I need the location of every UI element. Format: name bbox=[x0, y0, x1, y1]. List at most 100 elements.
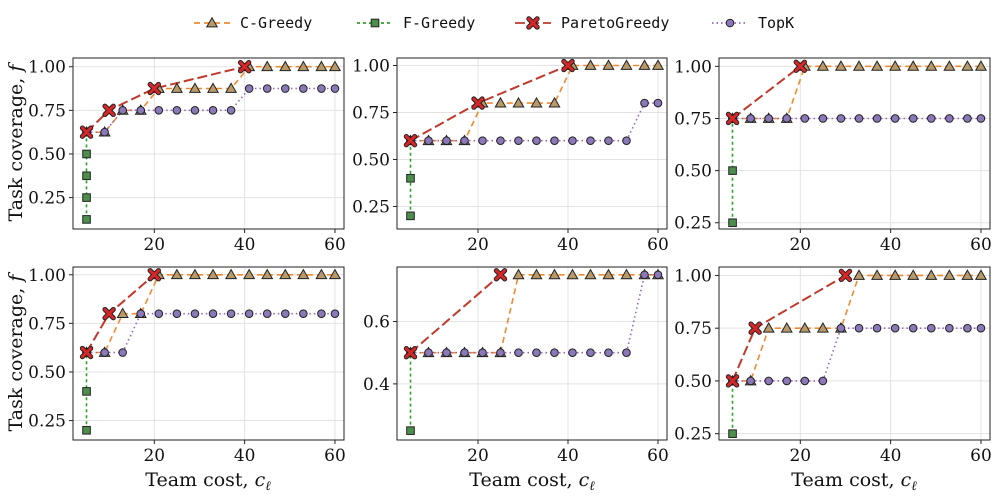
data-point-topk bbox=[226, 309, 236, 318]
series-line-topk bbox=[410, 102, 658, 142]
y-axis-label: Task coverage, f bbox=[5, 62, 27, 222]
y-tick-label: 1.00 bbox=[28, 266, 66, 286]
legend-marker-pareto bbox=[526, 16, 540, 30]
data-point-cgreedy bbox=[852, 60, 866, 71]
series-line-topk bbox=[732, 327, 981, 382]
data-point-cgreedy bbox=[584, 268, 597, 280]
data-point-topk bbox=[154, 309, 164, 318]
data-point-cgreedy bbox=[584, 59, 597, 70]
data-point-topk bbox=[640, 270, 649, 280]
data-point-fgreedy bbox=[728, 166, 737, 175]
data-point-cgreedy bbox=[620, 268, 633, 280]
data-point-cgreedy bbox=[943, 60, 956, 71]
data-point-pareto bbox=[403, 133, 418, 148]
data-point-topk bbox=[478, 348, 487, 358]
data-point-topk bbox=[100, 348, 109, 357]
legend-label-pareto: ParetoGreedy bbox=[561, 14, 669, 32]
data-point-topk bbox=[496, 136, 505, 145]
y-tick-label: 0.75 bbox=[674, 319, 712, 339]
data-point-cgreedy bbox=[279, 268, 292, 280]
data-point-cgreedy bbox=[834, 60, 848, 71]
data-point-cgreedy bbox=[871, 269, 884, 280]
data-point-topk bbox=[836, 323, 846, 333]
data-point-fgreedy bbox=[406, 426, 415, 435]
data-point-topk bbox=[299, 84, 308, 93]
data-point-cgreedy bbox=[297, 268, 310, 280]
data-point-cgreedy bbox=[816, 60, 829, 71]
data-point-pareto bbox=[403, 346, 418, 360]
data-point-cgreedy bbox=[961, 60, 974, 71]
data-point-topk bbox=[460, 348, 469, 358]
data-point-topk bbox=[586, 348, 595, 358]
data-point-topk bbox=[280, 309, 290, 318]
x-tick-label: 40 bbox=[880, 446, 902, 466]
data-point-fgreedy bbox=[82, 387, 91, 396]
y-tick-label: 1.00 bbox=[674, 266, 712, 286]
data-point-cgreedy bbox=[974, 60, 988, 71]
data-point-pareto bbox=[79, 125, 94, 139]
data-point-topk bbox=[653, 270, 663, 280]
data-point-topk bbox=[586, 136, 595, 145]
y-tick-label: 0.50 bbox=[28, 363, 66, 383]
x-tick-label: 40 bbox=[880, 235, 902, 255]
series-line-cgreedy bbox=[732, 65, 981, 120]
y-tick-label: 0.50 bbox=[674, 372, 712, 392]
legend-marker-topk bbox=[725, 18, 735, 28]
axis-labels: Team cost, cℓ Team cost, cℓ Team cost, cℓ T… bbox=[5, 62, 917, 494]
x-tick-label: 60 bbox=[324, 446, 346, 466]
y-tick-label: 0.25 bbox=[28, 189, 66, 209]
data-point-cgreedy bbox=[925, 60, 938, 71]
data-point-cgreedy bbox=[852, 269, 866, 280]
y-tick-label: 0.25 bbox=[352, 197, 390, 217]
y-tick-label: 0.75 bbox=[674, 109, 712, 129]
data-point-cgreedy bbox=[116, 307, 129, 319]
axes-frame bbox=[718, 57, 991, 230]
series-line-topk bbox=[86, 312, 335, 354]
x-tick-label: 60 bbox=[647, 235, 669, 255]
data-point-topk bbox=[330, 309, 340, 318]
axes-frame bbox=[396, 57, 668, 230]
series-line-pareto bbox=[85, 65, 245, 133]
data-point-topk bbox=[244, 84, 254, 93]
x-axis-label: Team cost, cℓ bbox=[145, 469, 271, 494]
data-point-pareto bbox=[79, 345, 94, 360]
subplot-3: 20 40 60 0.25 0.50 0.75 1.00 bbox=[674, 57, 992, 255]
data-point-topk bbox=[640, 98, 649, 108]
data-point-topk bbox=[532, 348, 541, 358]
data-point-topk bbox=[154, 106, 164, 115]
data-point-topk bbox=[118, 348, 127, 357]
data-point-topk bbox=[653, 98, 663, 108]
legend-label-cgreedy: C-Greedy bbox=[240, 14, 312, 32]
data-point-cgreedy bbox=[651, 59, 665, 70]
data-point-pareto bbox=[725, 111, 740, 126]
data-point-topk bbox=[746, 376, 755, 386]
data-point-topk bbox=[604, 136, 613, 145]
data-point-cgreedy bbox=[602, 268, 615, 280]
data-point-fgreedy bbox=[728, 429, 737, 438]
x-tick-label: 20 bbox=[143, 235, 165, 255]
data-point-topk bbox=[550, 136, 559, 145]
x-tick-label: 20 bbox=[789, 446, 811, 466]
data-point-pareto bbox=[237, 60, 252, 74]
y-tick-label: 0.50 bbox=[674, 162, 712, 182]
data-point-topk bbox=[908, 323, 918, 333]
data-point-topk bbox=[622, 348, 631, 358]
data-point-cgreedy bbox=[206, 268, 220, 280]
data-point-topk bbox=[782, 114, 792, 123]
data-point-cgreedy bbox=[530, 268, 543, 280]
data-point-fgreedy bbox=[82, 171, 91, 181]
axes-frame bbox=[718, 266, 991, 441]
data-point-pareto bbox=[147, 81, 161, 96]
legend-entry-pareto: ParetoGreedy bbox=[515, 14, 669, 32]
data-point-topk bbox=[172, 106, 182, 115]
y-tick-label: 0.75 bbox=[28, 314, 66, 334]
series-line-cgreedy bbox=[410, 274, 658, 354]
data-point-pareto bbox=[493, 268, 508, 282]
legend-entry-fgreedy: F-Greedy bbox=[357, 14, 475, 32]
data-point-cgreedy bbox=[548, 268, 561, 280]
data-point-pareto bbox=[471, 96, 485, 110]
data-point-topk bbox=[514, 348, 523, 358]
y-tick-label: 1.00 bbox=[352, 57, 390, 77]
data-point-cgreedy bbox=[328, 60, 342, 72]
legend-entry-topk: TopK bbox=[712, 14, 794, 32]
